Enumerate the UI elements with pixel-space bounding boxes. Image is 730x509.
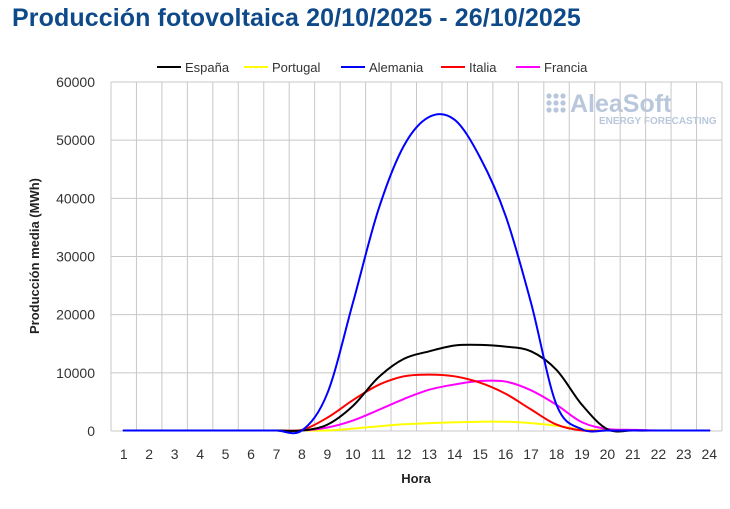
x-tick-label: 20	[600, 446, 616, 462]
x-axis-title: Hora	[401, 471, 431, 486]
x-axis-ticks: 1 2 3 4 5 6 7 8 9 10 11 12 13 14 15 16 17 18 19 20 21 22 23 24	[120, 446, 717, 462]
y-tick-label: 30000	[56, 249, 95, 265]
x-tick-label: 10	[345, 446, 361, 462]
logo-dots-icon	[546, 93, 566, 113]
x-tick-label: 4	[196, 446, 204, 462]
x-tick-label: 17	[523, 446, 539, 462]
x-tick-label: 23	[676, 446, 692, 462]
aleasoft-logo: AleaSoft ENERGY FORECASTING	[546, 90, 717, 127]
x-tick-label: 9	[323, 446, 331, 462]
logo-tagline: ENERGY FORECASTING	[599, 116, 717, 127]
x-tick-label: 6	[247, 446, 255, 462]
y-tick-label: 0	[87, 423, 95, 439]
plot-series	[122, 113, 711, 435]
plot-grid	[110, 81, 723, 432]
x-tick-label: 21	[625, 446, 641, 462]
legend-label-italia: Italia	[469, 60, 497, 75]
x-tick-label: 5	[222, 446, 230, 462]
legend-label-portugal: Portugal	[272, 60, 321, 75]
x-tick-label: 22	[651, 446, 667, 462]
y-axis-ticks: 0 10000 20000 30000 40000 50000 60000	[56, 74, 95, 439]
x-tick-label: 3	[171, 446, 179, 462]
legend: España Portugal Alemania Italia Francia	[157, 60, 588, 75]
legend-label-francia: Francia	[544, 60, 588, 75]
x-tick-label: 12	[396, 446, 412, 462]
legend-label-espana: España	[185, 60, 230, 75]
x-tick-label: 11	[371, 446, 386, 462]
y-axis-title: Producción media (MWh)	[27, 178, 42, 334]
x-tick-label: 1	[120, 446, 128, 462]
legend-label-alemania: Alemania	[369, 60, 424, 75]
x-tick-label: 13	[421, 446, 437, 462]
x-tick-label: 24	[701, 446, 717, 462]
y-tick-label: 20000	[56, 307, 95, 323]
y-tick-label: 10000	[56, 365, 95, 381]
y-tick-label: 40000	[56, 190, 95, 206]
x-tick-label: 19	[574, 446, 590, 462]
x-tick-label: 15	[472, 446, 488, 462]
x-tick-label: 18	[549, 446, 565, 462]
y-tick-label: 50000	[56, 132, 95, 148]
x-tick-label: 14	[447, 446, 463, 462]
x-tick-label: 8	[298, 446, 306, 462]
x-tick-label: 2	[145, 446, 153, 462]
series-line-alemania	[122, 113, 711, 435]
x-tick-label: 16	[498, 446, 514, 462]
logo-name: AleaSoft	[570, 90, 672, 118]
x-tick-label: 7	[273, 446, 281, 462]
y-tick-label: 60000	[56, 74, 95, 90]
chart-title: Producción fotovoltaica 20/10/2025 - 26/…	[12, 4, 581, 32]
